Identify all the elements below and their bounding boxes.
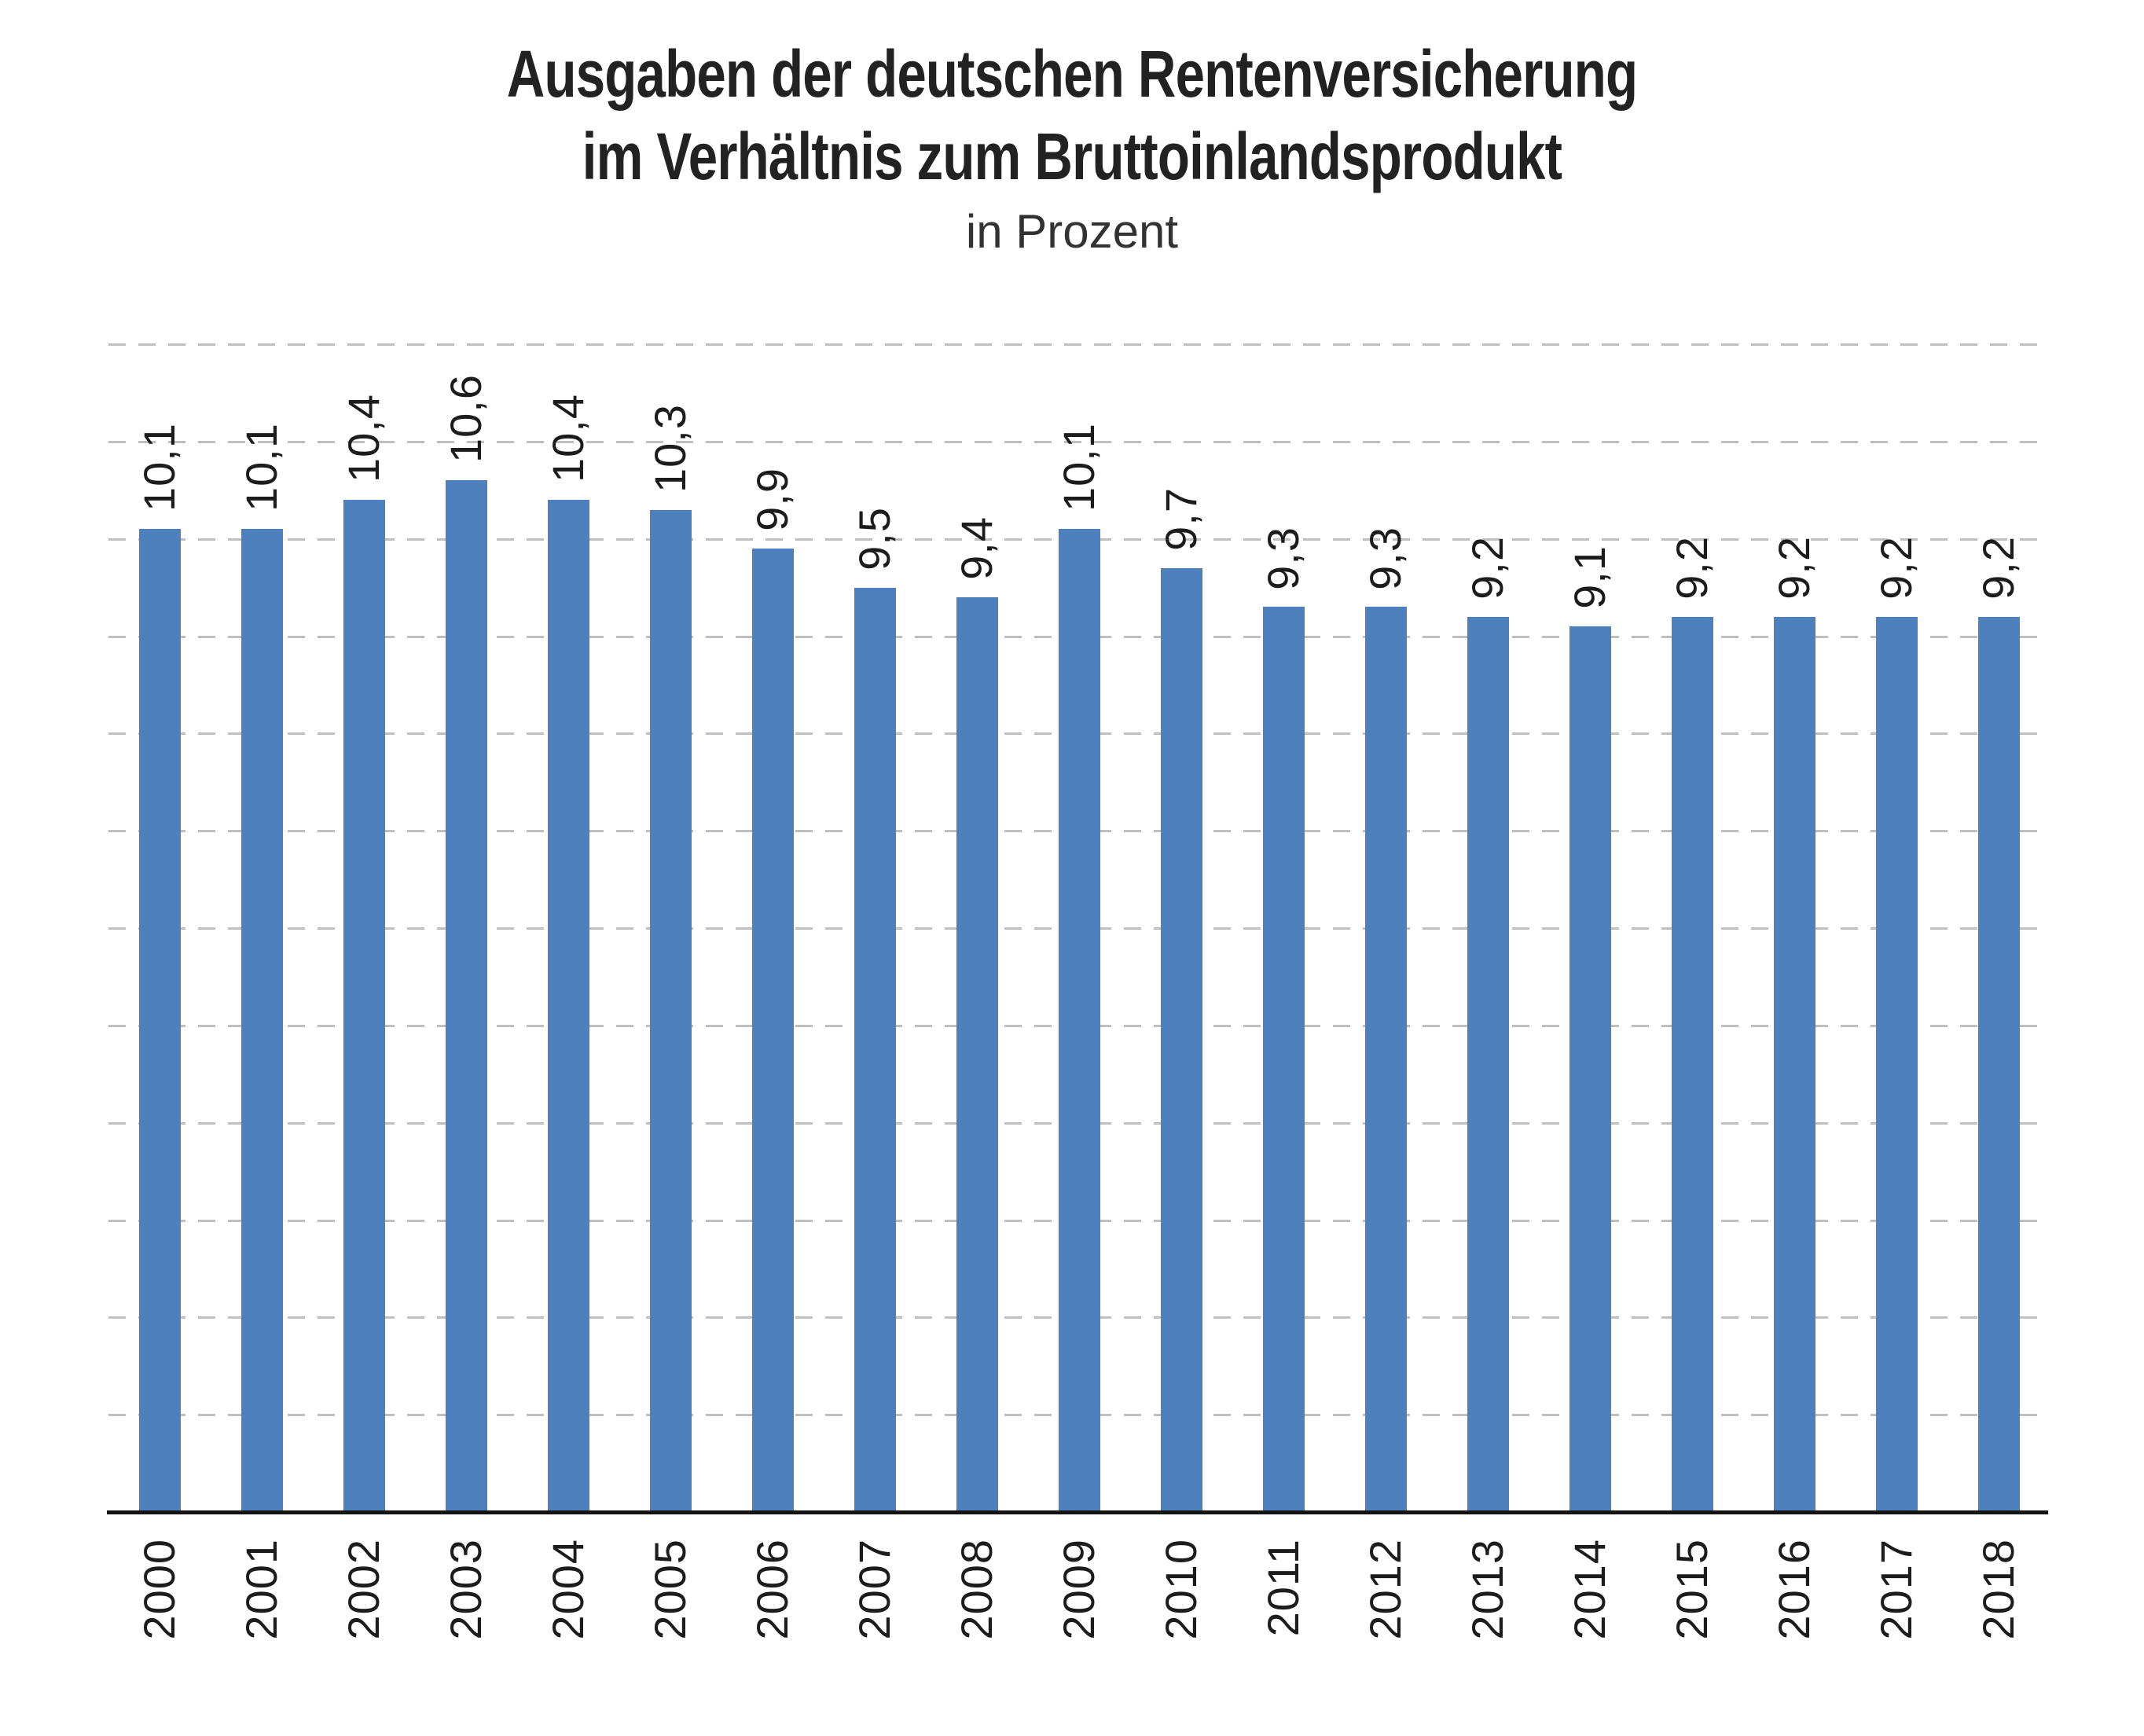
value-label-2009: 10,1 — [1053, 423, 1103, 512]
value-label-2011: 9,3 — [1257, 526, 1308, 590]
bar-2012 — [1364, 607, 1407, 1512]
x-tick-label-2006: 2006 — [747, 1539, 797, 1640]
value-label-2010: 9,7 — [1155, 486, 1206, 551]
bar-2005 — [649, 509, 692, 1512]
value-label-2008: 9,4 — [951, 516, 1001, 580]
x-tick-label-2015: 2015 — [1666, 1539, 1716, 1640]
bar-2018 — [1977, 616, 2020, 1512]
x-tick-label-2005: 2005 — [644, 1539, 695, 1640]
x-tick-label-2008: 2008 — [951, 1539, 1001, 1640]
bar-2013 — [1467, 616, 1509, 1512]
value-label-2013: 9,2 — [1462, 535, 1512, 600]
bar-2000 — [138, 529, 181, 1512]
bar-2015 — [1671, 616, 1713, 1512]
value-label-2016: 9,2 — [1768, 535, 1819, 600]
x-tick-label-2007: 2007 — [849, 1539, 899, 1640]
gridline — [108, 343, 2050, 346]
plot-area: 10,1 2000 10,1 2001 10,4 2002 10,6 2003 10,4 2004… — [107, 343, 2050, 1640]
value-label-2006: 9,9 — [747, 468, 797, 532]
x-tick-label-2017: 2017 — [1870, 1539, 1921, 1640]
x-tick-label-2010: 2010 — [1155, 1539, 1206, 1640]
value-label-2002: 10,4 — [338, 394, 388, 483]
x-tick-label-2016: 2016 — [1768, 1539, 1819, 1640]
bar-2008 — [956, 596, 998, 1512]
x-tick-label-2009: 2009 — [1053, 1539, 1103, 1640]
bar-2011 — [1262, 607, 1305, 1512]
bar-2014 — [1569, 626, 1611, 1512]
x-axis — [107, 1510, 2048, 1514]
bar-2009 — [1058, 529, 1100, 1512]
value-label-2015: 9,2 — [1666, 535, 1716, 600]
value-label-2000: 10,1 — [134, 423, 184, 512]
value-label-2018: 9,2 — [1973, 535, 2023, 600]
x-tick-label-2003: 2003 — [440, 1539, 490, 1640]
bar-2003 — [445, 480, 487, 1512]
x-tick-label-2013: 2013 — [1462, 1539, 1512, 1640]
bar-2004 — [547, 500, 589, 1512]
bar-2002 — [343, 500, 385, 1512]
chart-title-line1: Ausgaben der deutschen Rentenversicherun… — [506, 37, 1638, 111]
chart-subtitle: in Prozent — [965, 205, 1179, 258]
bar-2017 — [1875, 616, 1918, 1512]
x-tick-label-2000: 2000 — [134, 1539, 184, 1640]
x-tick-label-2011: 2011 — [1257, 1539, 1308, 1637]
value-label-2017: 9,2 — [1870, 535, 1921, 600]
x-tick-label-2014: 2014 — [1564, 1539, 1614, 1640]
x-tick-label-2001: 2001 — [236, 1539, 286, 1640]
value-label-2007: 9,5 — [849, 506, 899, 571]
value-label-2003: 10,6 — [440, 374, 490, 464]
bar-2010 — [1160, 567, 1202, 1512]
value-label-2014: 9,1 — [1564, 545, 1614, 610]
bar-2006 — [751, 549, 794, 1512]
bar-2016 — [1773, 616, 1815, 1512]
x-tick-label-2004: 2004 — [542, 1539, 593, 1640]
value-label-2001: 10,1 — [236, 423, 286, 512]
x-tick-label-2002: 2002 — [338, 1539, 388, 1640]
value-label-2005: 10,3 — [644, 403, 695, 493]
gridline — [108, 440, 2050, 443]
value-label-2004: 10,4 — [542, 394, 593, 483]
x-tick-label-2018: 2018 — [1973, 1539, 2023, 1640]
title-block: Ausgaben der deutschen Rentenversicherun… — [0, 33, 2144, 259]
bar-2007 — [854, 587, 896, 1512]
value-label-2012: 9,3 — [1360, 526, 1410, 590]
x-tick-label-2012: 2012 — [1360, 1539, 1410, 1640]
chart-title-line2: im Verhältnis zum Bruttoinlandsprodukt — [582, 119, 1562, 193]
bar-2001 — [240, 529, 283, 1512]
